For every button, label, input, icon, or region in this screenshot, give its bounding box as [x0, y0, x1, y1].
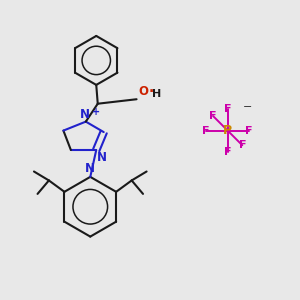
Text: N: N: [85, 162, 95, 176]
Text: +: +: [92, 107, 100, 117]
Text: F: F: [245, 126, 253, 136]
Text: −: −: [243, 102, 253, 112]
Text: P: P: [223, 124, 232, 137]
Text: N: N: [97, 152, 107, 164]
Text: F: F: [224, 104, 231, 114]
Text: N: N: [80, 108, 90, 121]
Text: H: H: [152, 89, 161, 99]
Text: ·: ·: [148, 85, 154, 99]
Text: O: O: [138, 85, 148, 98]
Text: F: F: [209, 111, 217, 121]
Text: F: F: [238, 140, 246, 150]
Text: F: F: [202, 126, 210, 136]
Text: F: F: [224, 147, 231, 157]
